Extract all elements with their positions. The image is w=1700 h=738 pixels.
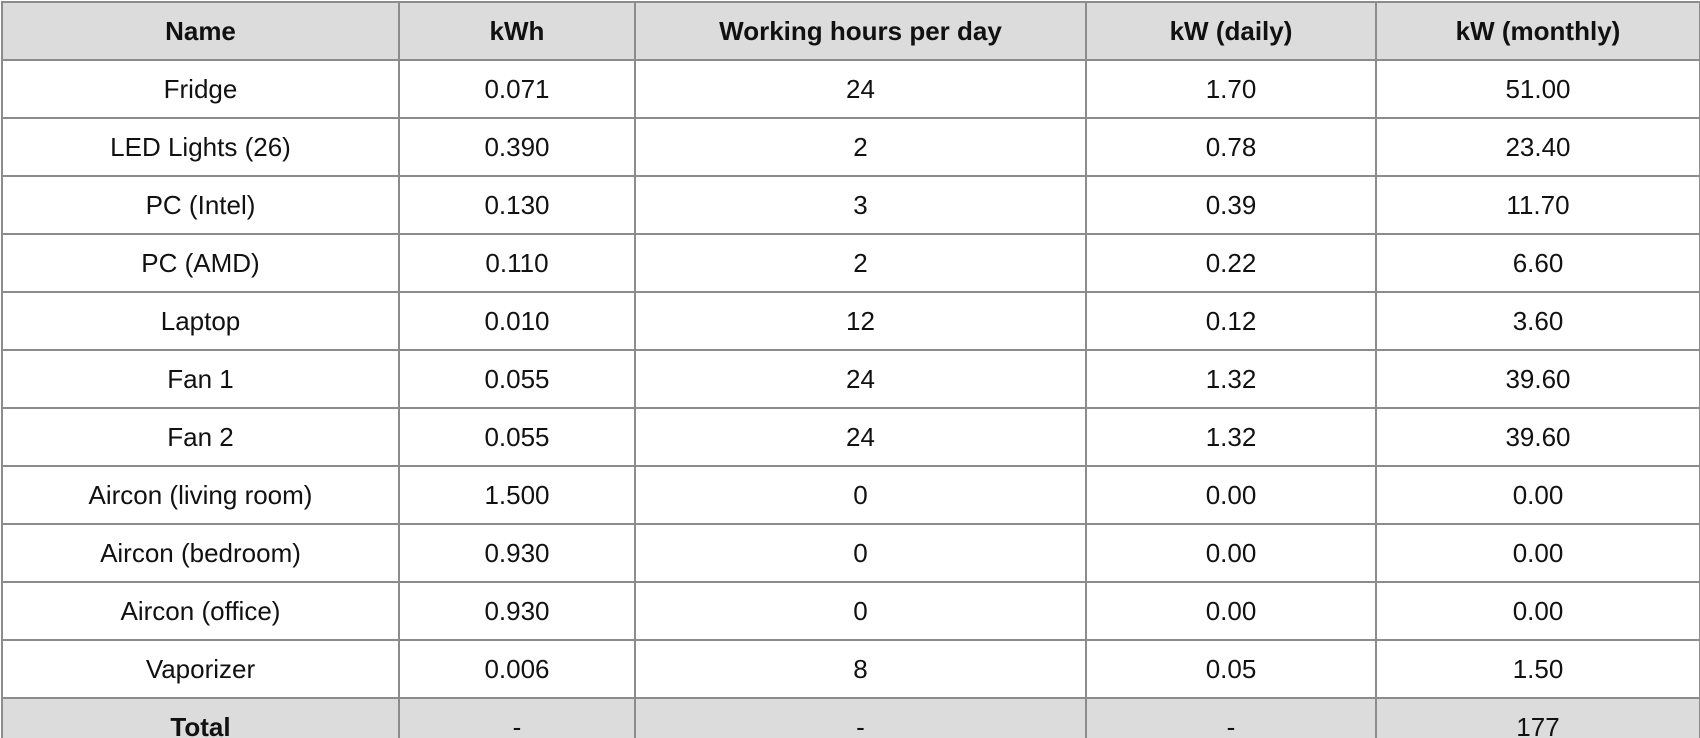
table-cell: 0.00 bbox=[1085, 465, 1377, 525]
table-cell: LED Lights (26) bbox=[1, 117, 400, 177]
table-row: Aircon (office) 0.930 0 0.00 0.00 bbox=[1, 581, 1700, 641]
table-cell: 0 bbox=[634, 581, 1087, 641]
table-cell: 0.05 bbox=[1085, 639, 1377, 699]
table-cell: 0.00 bbox=[1375, 523, 1700, 583]
table-cell: 0.930 bbox=[398, 523, 636, 583]
table-cell: 8 bbox=[634, 639, 1087, 699]
table-row: Fan 2 0.055 24 1.32 39.60 bbox=[1, 407, 1700, 467]
table-cell: 11.70 bbox=[1375, 175, 1700, 235]
table-row: Vaporizer 0.006 8 0.05 1.50 bbox=[1, 639, 1700, 699]
table-cell: PC (Intel) bbox=[1, 175, 400, 235]
header-cell: kW (monthly) bbox=[1375, 1, 1700, 61]
header-cell: Working hours per day bbox=[634, 1, 1087, 61]
total-cell: - bbox=[398, 697, 636, 738]
table-cell: 0.00 bbox=[1375, 581, 1700, 641]
table-row: Aircon (bedroom) 0.930 0 0.00 0.00 bbox=[1, 523, 1700, 583]
table-cell: 0.00 bbox=[1085, 523, 1377, 583]
table-cell: 0 bbox=[634, 523, 1087, 583]
table-cell: Laptop bbox=[1, 291, 400, 351]
table-cell: Fan 2 bbox=[1, 407, 400, 467]
table-cell: 51.00 bbox=[1375, 59, 1700, 119]
table-row: LED Lights (26) 0.390 2 0.78 23.40 bbox=[1, 117, 1700, 177]
table-cell: 3.60 bbox=[1375, 291, 1700, 351]
table-cell: 24 bbox=[634, 407, 1087, 467]
table-cell: PC (AMD) bbox=[1, 233, 400, 293]
total-row: Total - - -177 bbox=[1, 697, 1700, 738]
table-cell: 0.78 bbox=[1085, 117, 1377, 177]
table-cell: Fridge bbox=[1, 59, 400, 119]
total-cell: 177 bbox=[1375, 697, 1700, 738]
table-cell: 24 bbox=[634, 59, 1087, 119]
table-cell: 24 bbox=[634, 349, 1087, 409]
header-cell: kWh bbox=[398, 1, 636, 61]
header-cell: kW (daily) bbox=[1085, 1, 1377, 61]
table-cell: 3 bbox=[634, 175, 1087, 235]
table-cell: 2 bbox=[634, 117, 1087, 177]
table-cell: 2 bbox=[634, 233, 1087, 293]
table-cell: Aircon (bedroom) bbox=[1, 523, 400, 583]
table-row: Aircon (living room) 1.500 0 0.00 0.00 bbox=[1, 465, 1700, 525]
table-cell: 0.055 bbox=[398, 349, 636, 409]
table-head: Name kWh Working hours per day kW (daily) kW… bbox=[1, 1, 1700, 61]
table-cell: 0.390 bbox=[398, 117, 636, 177]
table-cell: 0.930 bbox=[398, 581, 636, 641]
table-cell: 0.00 bbox=[1085, 581, 1377, 641]
header-cell: Name bbox=[1, 1, 400, 61]
table-cell: 0.006 bbox=[398, 639, 636, 699]
table-cell: 1.70 bbox=[1085, 59, 1377, 119]
table-cell: 23.40 bbox=[1375, 117, 1700, 177]
table-cell: Fan 1 bbox=[1, 349, 400, 409]
table-body: Fridge 0.071 24 1.70 51.00 LED Lights (26) 0.3… bbox=[1, 59, 1700, 738]
table-cell: 6.60 bbox=[1375, 233, 1700, 293]
table-cell: 0.010 bbox=[398, 291, 636, 351]
table-row: Fan 1 0.055 24 1.32 39.60 bbox=[1, 349, 1700, 409]
table-cell: 12 bbox=[634, 291, 1087, 351]
table-cell: 1.500 bbox=[398, 465, 636, 525]
table-cell: 0.00 bbox=[1375, 465, 1700, 525]
table-cell: 0 bbox=[634, 465, 1087, 525]
table-row: PC (AMD) 0.110 2 0.22 6.60 bbox=[1, 233, 1700, 293]
table-cell: 39.60 bbox=[1375, 407, 1700, 467]
table-cell: Vaporizer bbox=[1, 639, 400, 699]
table-cell: 0.055 bbox=[398, 407, 636, 467]
table-cell: 39.60 bbox=[1375, 349, 1700, 409]
table-row: Laptop 0.010 12 0.12 3.60 bbox=[1, 291, 1700, 351]
total-cell: - bbox=[634, 697, 1087, 738]
table-cell: 1.32 bbox=[1085, 349, 1377, 409]
header-row: Name kWh Working hours per day kW (daily) kW… bbox=[1, 1, 1700, 61]
table-cell: 0.071 bbox=[398, 59, 636, 119]
table-cell: 0.130 bbox=[398, 175, 636, 235]
table-row: PC (Intel) 0.130 3 0.39 11.70 bbox=[1, 175, 1700, 235]
table-cell: Aircon (living room) bbox=[1, 465, 400, 525]
total-cell: - bbox=[1085, 697, 1377, 738]
total-cell: Total bbox=[1, 697, 400, 738]
table-cell: 1.32 bbox=[1085, 407, 1377, 467]
table-row: Fridge 0.071 24 1.70 51.00 bbox=[1, 59, 1700, 119]
table-cell: Aircon (office) bbox=[1, 581, 400, 641]
table-cell: 1.50 bbox=[1375, 639, 1700, 699]
table-cell: 0.12 bbox=[1085, 291, 1377, 351]
table-cell: 0.39 bbox=[1085, 175, 1377, 235]
table-cell: 0.22 bbox=[1085, 233, 1377, 293]
table-cell: 0.110 bbox=[398, 233, 636, 293]
